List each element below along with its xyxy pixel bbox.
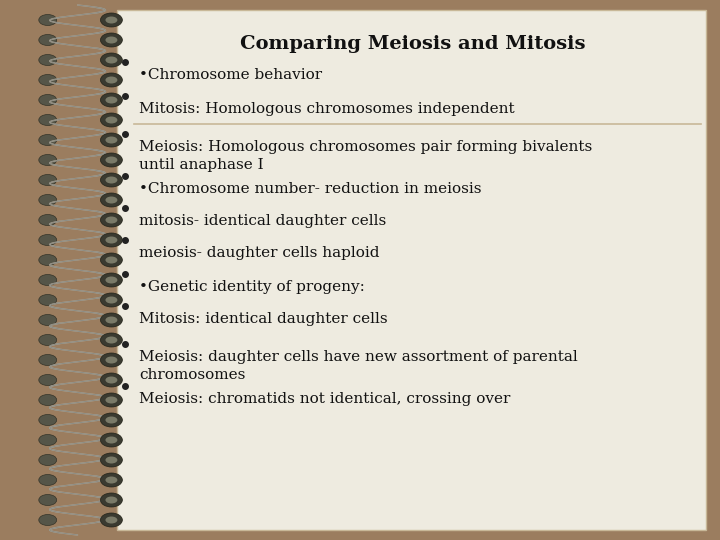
Ellipse shape xyxy=(39,455,57,465)
Ellipse shape xyxy=(39,134,57,145)
Ellipse shape xyxy=(39,354,57,366)
Ellipse shape xyxy=(105,97,117,104)
Ellipse shape xyxy=(105,436,117,443)
Ellipse shape xyxy=(105,17,117,24)
Ellipse shape xyxy=(105,37,117,44)
Ellipse shape xyxy=(105,157,117,164)
Ellipse shape xyxy=(101,493,122,507)
Ellipse shape xyxy=(39,35,57,45)
Ellipse shape xyxy=(101,413,122,427)
Ellipse shape xyxy=(101,273,122,287)
Ellipse shape xyxy=(39,75,57,85)
Ellipse shape xyxy=(105,276,117,284)
Ellipse shape xyxy=(39,174,57,186)
Ellipse shape xyxy=(105,396,117,403)
Ellipse shape xyxy=(101,193,122,207)
Ellipse shape xyxy=(39,515,57,525)
Ellipse shape xyxy=(105,237,117,244)
Ellipse shape xyxy=(105,57,117,64)
Text: Mitosis: identical daughter cells: Mitosis: identical daughter cells xyxy=(139,312,388,326)
Ellipse shape xyxy=(101,353,122,367)
Bar xyxy=(117,10,706,530)
Ellipse shape xyxy=(105,416,117,423)
Text: •Chromosome number- reduction in meiosis: •Chromosome number- reduction in meiosis xyxy=(139,182,482,196)
Ellipse shape xyxy=(105,177,117,184)
Ellipse shape xyxy=(101,93,122,107)
Ellipse shape xyxy=(105,496,117,503)
Text: meiosis- daughter cells haploid: meiosis- daughter cells haploid xyxy=(139,246,379,260)
Ellipse shape xyxy=(39,334,57,346)
Ellipse shape xyxy=(39,254,57,266)
Ellipse shape xyxy=(105,77,117,84)
Ellipse shape xyxy=(39,214,57,226)
Ellipse shape xyxy=(105,296,117,303)
Ellipse shape xyxy=(101,133,122,147)
Ellipse shape xyxy=(101,53,122,67)
Ellipse shape xyxy=(101,173,122,187)
Bar xyxy=(60,0,96,540)
Ellipse shape xyxy=(39,294,57,306)
Ellipse shape xyxy=(105,316,117,323)
Ellipse shape xyxy=(105,376,117,383)
Text: Mitosis: Homologous chromosomes independent: Mitosis: Homologous chromosomes independ… xyxy=(139,102,515,116)
Ellipse shape xyxy=(101,453,122,467)
Ellipse shape xyxy=(101,253,122,267)
Ellipse shape xyxy=(101,213,122,227)
Ellipse shape xyxy=(105,336,117,343)
Text: Meiosis: chromatids not identical, crossing over: Meiosis: chromatids not identical, cross… xyxy=(139,392,510,406)
Ellipse shape xyxy=(105,476,117,483)
Ellipse shape xyxy=(105,256,117,264)
Ellipse shape xyxy=(101,333,122,347)
Ellipse shape xyxy=(39,475,57,485)
Ellipse shape xyxy=(39,395,57,406)
Ellipse shape xyxy=(39,375,57,386)
Ellipse shape xyxy=(39,194,57,206)
Ellipse shape xyxy=(101,513,122,527)
Text: Meiosis: daughter cells have new assortment of parental
chromosomes: Meiosis: daughter cells have new assortm… xyxy=(139,350,578,382)
Ellipse shape xyxy=(101,433,122,447)
Ellipse shape xyxy=(101,293,122,307)
Ellipse shape xyxy=(101,113,122,127)
Ellipse shape xyxy=(39,234,57,246)
Text: mitosis- identical daughter cells: mitosis- identical daughter cells xyxy=(139,214,387,228)
Text: Meiosis: Homologous chromosomes pair forming bivalents
until anaphase I: Meiosis: Homologous chromosomes pair for… xyxy=(139,140,593,172)
Ellipse shape xyxy=(39,114,57,125)
Ellipse shape xyxy=(101,473,122,487)
Ellipse shape xyxy=(105,117,117,124)
Ellipse shape xyxy=(39,274,57,286)
Ellipse shape xyxy=(101,73,122,87)
Ellipse shape xyxy=(101,313,122,327)
Ellipse shape xyxy=(105,137,117,144)
Ellipse shape xyxy=(101,373,122,387)
Ellipse shape xyxy=(105,197,117,204)
Ellipse shape xyxy=(39,435,57,446)
Text: •Chromosome behavior: •Chromosome behavior xyxy=(139,68,323,82)
Ellipse shape xyxy=(39,154,57,165)
Ellipse shape xyxy=(101,153,122,167)
Ellipse shape xyxy=(39,55,57,65)
Ellipse shape xyxy=(39,495,57,505)
Text: •Genetic identity of progeny:: •Genetic identity of progeny: xyxy=(139,280,365,294)
Ellipse shape xyxy=(39,314,57,326)
Text: Comparing Meiosis and Mitosis: Comparing Meiosis and Mitosis xyxy=(240,35,585,53)
Ellipse shape xyxy=(105,356,117,363)
Ellipse shape xyxy=(39,94,57,105)
Ellipse shape xyxy=(105,516,117,523)
Ellipse shape xyxy=(39,415,57,426)
Ellipse shape xyxy=(101,13,122,27)
Ellipse shape xyxy=(101,393,122,407)
Ellipse shape xyxy=(101,33,122,47)
Ellipse shape xyxy=(101,233,122,247)
Ellipse shape xyxy=(39,15,57,25)
Ellipse shape xyxy=(105,217,117,224)
Ellipse shape xyxy=(105,456,117,463)
